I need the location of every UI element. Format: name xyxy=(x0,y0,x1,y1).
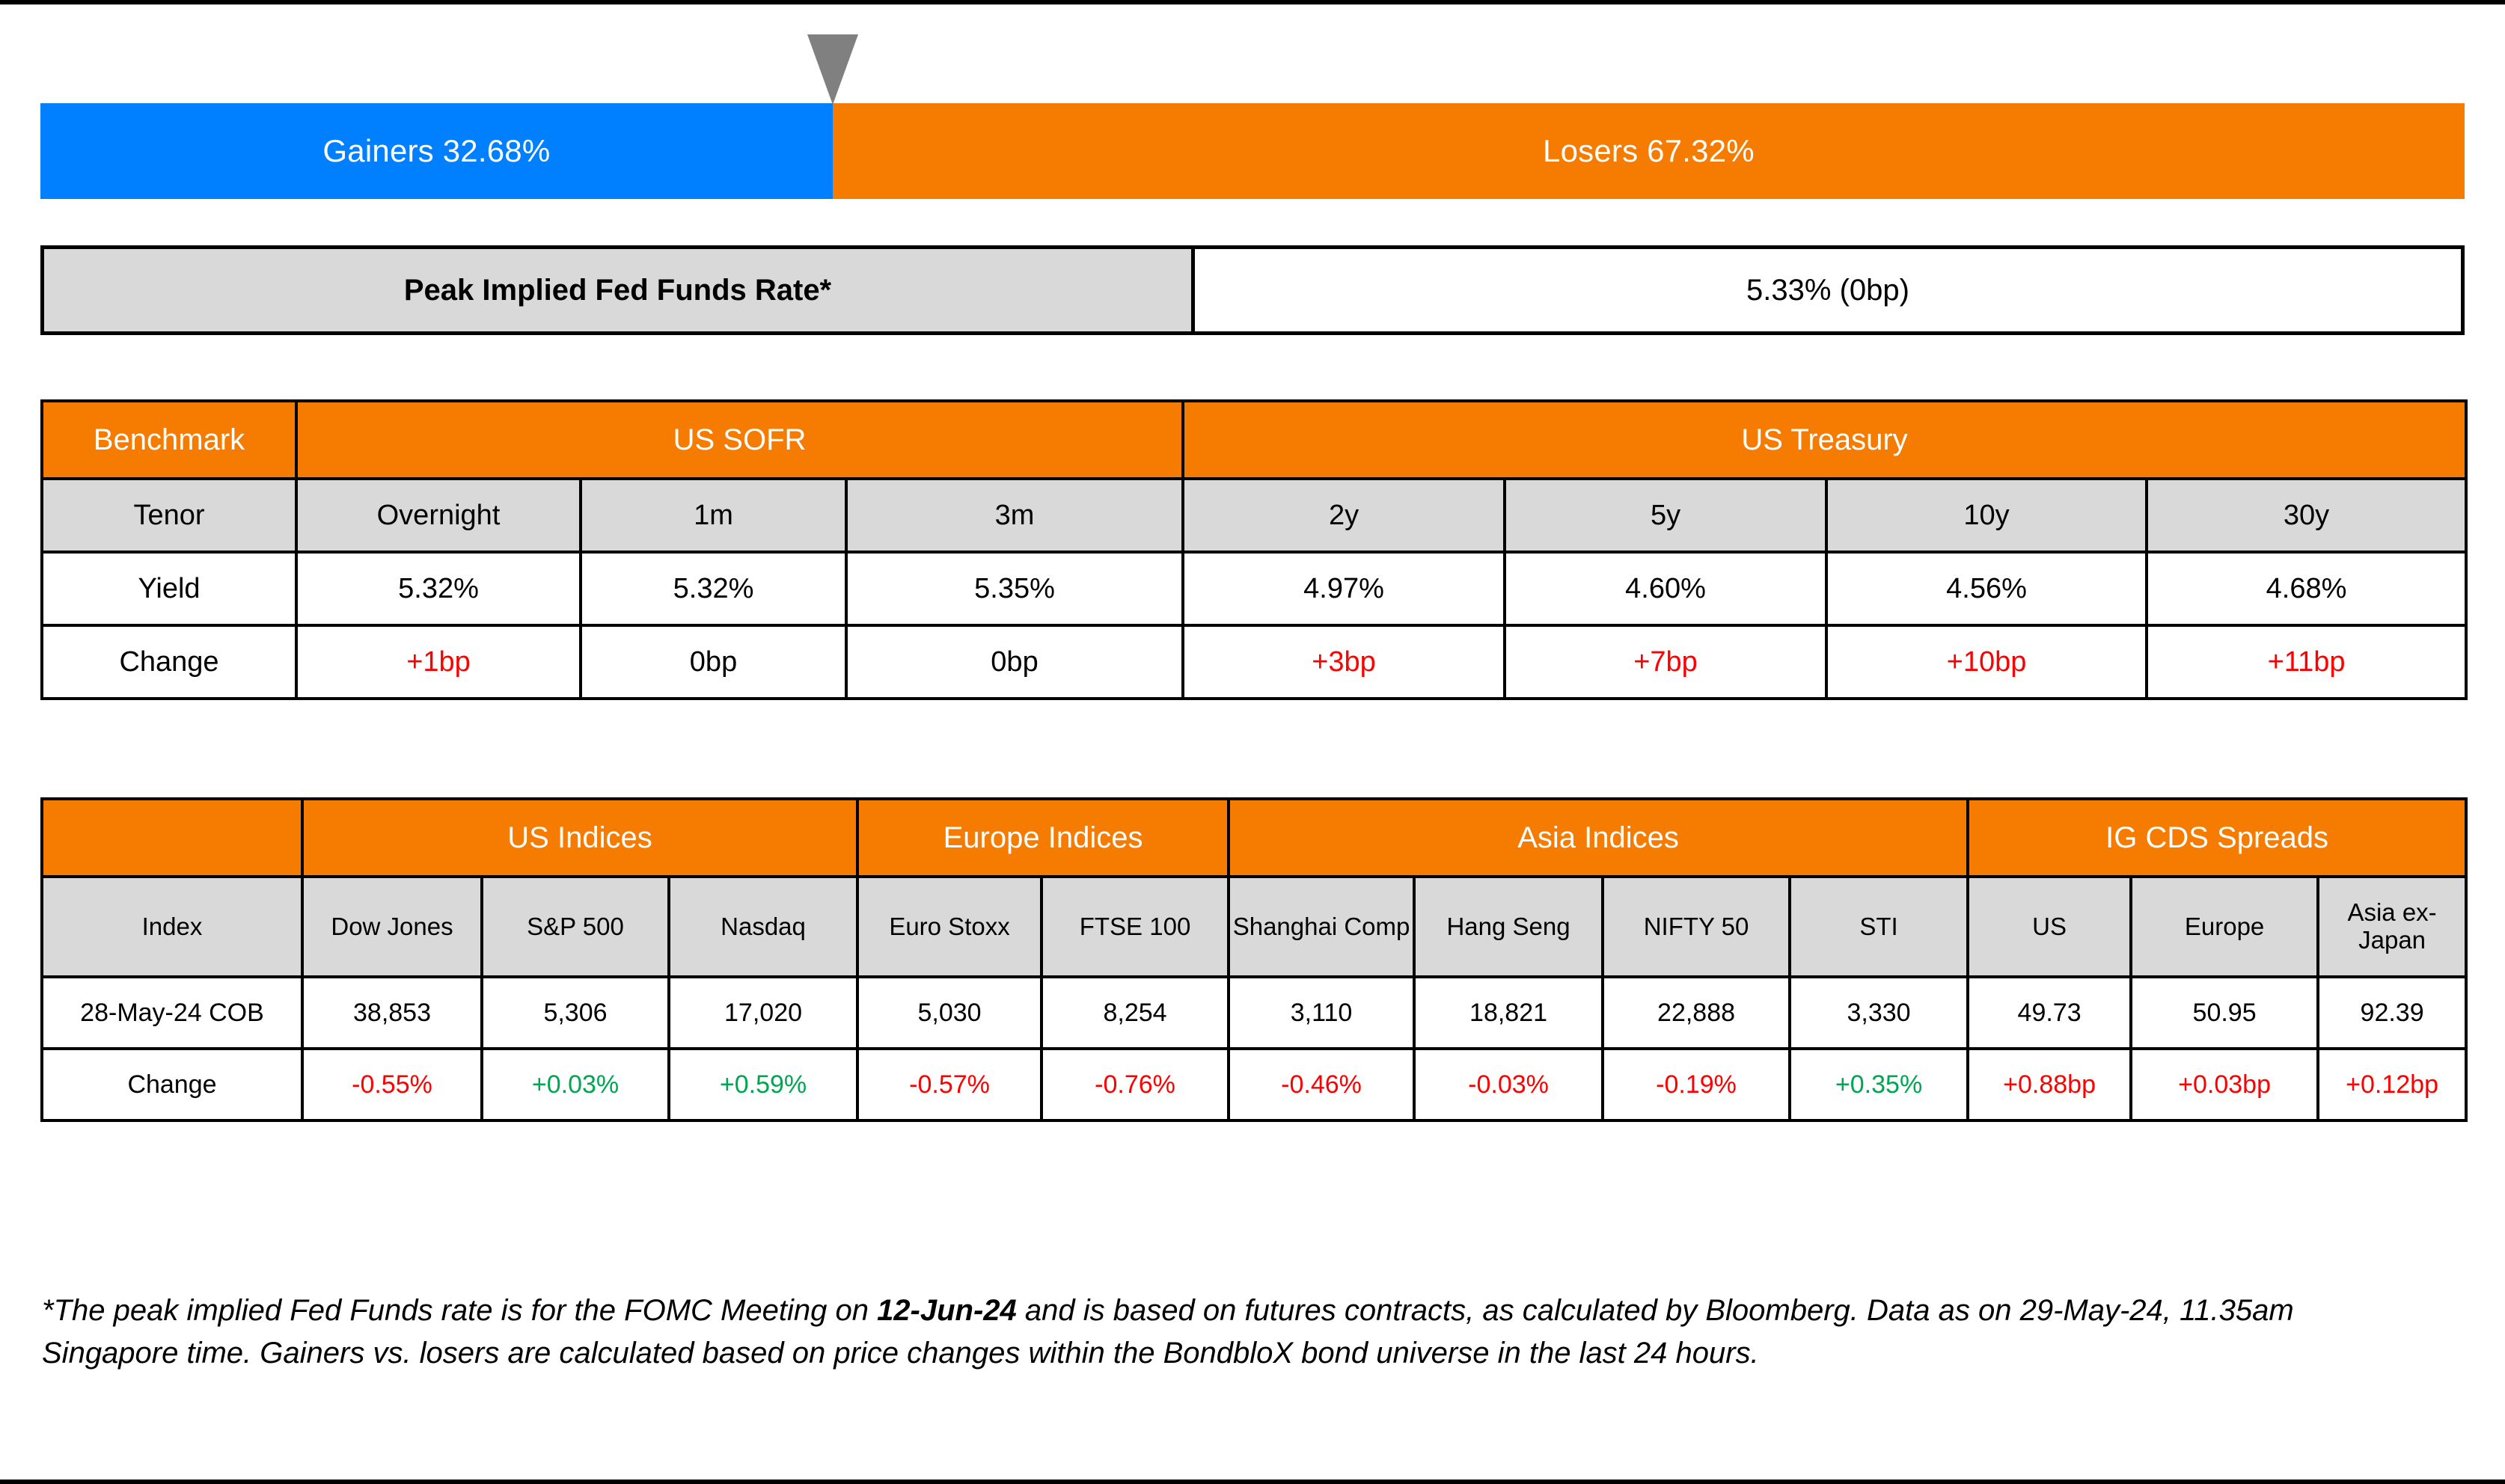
rates-change-value-0: +1bp xyxy=(295,624,582,700)
cob-value-7: 22,888 xyxy=(1601,975,1792,1050)
tenor-header-4: 5y xyxy=(1503,477,1829,554)
gainers-segment: Gainers 32.68% xyxy=(40,103,833,199)
tenor-header-2: 3m xyxy=(844,477,1185,554)
indices-change-value-5: -0.46% xyxy=(1227,1047,1416,1122)
rates-change-value-4: +7bp xyxy=(1503,624,1829,700)
index-header-7: NIFTY 50 xyxy=(1601,875,1792,978)
peak-rate-label: Peak Implied Fed Funds Rate* xyxy=(44,249,1195,331)
index-header-8: STI xyxy=(1788,875,1970,978)
benchmark-rates-table: Benchmark US SOFR US Treasury Tenor Overnigh… xyxy=(40,399,2468,700)
rates-change-value-6: +11bp xyxy=(2145,624,2468,700)
peak-implied-fed-funds-row: Peak Implied Fed Funds Rate* 5.33% (0bp) xyxy=(40,245,2465,335)
indices-change-value-10: +0.03bp xyxy=(2129,1047,2320,1122)
cob-value-11: 92.39 xyxy=(2316,975,2468,1050)
cob-row: 28-May-24 COB 38,853 5,306 17,020 5,030 8,254… xyxy=(40,975,2468,1050)
tenor-header-6: 30y xyxy=(2145,477,2468,554)
indices-change-value-6: -0.03% xyxy=(1413,1047,1605,1122)
indices-change-value-8: +0.35% xyxy=(1788,1047,1970,1122)
rates-change-row: Change +1bp 0bp 0bp +3bp +7bp +10bp +11bp xyxy=(40,624,2468,700)
cob-value-6: 18,821 xyxy=(1413,975,1605,1050)
rates-change-value-5: +10bp xyxy=(1825,624,2149,700)
cob-value-5: 3,110 xyxy=(1227,975,1416,1050)
rates-change-value-2: 0bp xyxy=(844,624,1185,700)
indices-change-value-0: -0.55% xyxy=(301,1047,483,1122)
yield-value-5: 4.56% xyxy=(1825,551,2149,627)
yield-value-0: 5.32% xyxy=(295,551,582,627)
footnote-part1: *The peak implied Fed Funds rate is for … xyxy=(42,1294,878,1327)
index-header-2: Nasdaq xyxy=(667,875,860,978)
rates-group-header-0: Benchmark xyxy=(40,399,298,480)
indices-change-value-2: +0.59% xyxy=(667,1047,860,1122)
indices-group-header-2: Europe Indices xyxy=(856,797,1231,878)
indices-change-value-4: -0.76% xyxy=(1040,1047,1231,1122)
indices-change-value-3: -0.57% xyxy=(856,1047,1044,1122)
yield-value-3: 4.97% xyxy=(1181,551,1507,627)
footnote-meeting-date: 12-Jun-24 xyxy=(877,1294,1017,1327)
cob-value-0: 38,853 xyxy=(301,975,483,1050)
cob-value-10: 50.95 xyxy=(2129,975,2320,1050)
tenor-row-label: Tenor xyxy=(40,477,298,554)
footnote-part2: and is based on futures contracts, as ca… xyxy=(42,1294,2294,1370)
peak-rate-value: 5.33% (0bp) xyxy=(1195,249,2461,331)
rates-change-value-1: 0bp xyxy=(579,624,848,700)
index-row-label: Index xyxy=(40,875,304,978)
yield-value-6: 4.68% xyxy=(2145,551,2468,627)
index-header-10: Europe xyxy=(2129,875,2320,978)
yield-value-1: 5.32% xyxy=(579,551,848,627)
tenor-header-3: 2y xyxy=(1181,477,1507,554)
tenor-header-5: 10y xyxy=(1825,477,2149,554)
cob-value-2: 17,020 xyxy=(667,975,860,1050)
tenor-header-1: 1m xyxy=(579,477,848,554)
indices-change-value-1: +0.03% xyxy=(480,1047,670,1122)
rates-group-header-2: US Treasury xyxy=(1181,399,2468,480)
cob-row-label: 28-May-24 COB xyxy=(40,975,304,1050)
yield-row-label: Yield xyxy=(40,551,298,627)
losers-label: Losers 67.32% xyxy=(1543,133,1755,168)
gainers-label: Gainers 32.68% xyxy=(322,133,551,168)
indices-change-value-11: +0.12bp xyxy=(2316,1047,2468,1122)
indices-group-header-row: US Indices Europe Indices Asia Indices IG C… xyxy=(40,797,2468,878)
indices-group-header-0 xyxy=(40,797,304,878)
rates-group-header-row: Benchmark US SOFR US Treasury xyxy=(40,399,2468,480)
yield-value-4: 4.60% xyxy=(1503,551,1829,627)
index-name-row: Index Dow Jones S&P 500 Nasdaq Euro Stoxx FTS… xyxy=(40,875,2468,978)
footnote: *The peak implied Fed Funds rate is for … xyxy=(42,1290,2421,1375)
index-header-6: Hang Seng xyxy=(1413,875,1605,978)
index-header-3: Euro Stoxx xyxy=(856,875,1044,978)
cob-value-4: 8,254 xyxy=(1040,975,1231,1050)
indices-group-header-3: Asia Indices xyxy=(1227,797,1970,878)
cob-value-3: 5,030 xyxy=(856,975,1044,1050)
index-header-1: S&P 500 xyxy=(480,875,670,978)
indices-group-header-1: US Indices xyxy=(300,797,860,878)
yield-value-2: 5.35% xyxy=(844,551,1185,627)
index-header-0: Dow Jones xyxy=(301,875,483,978)
index-header-9: US xyxy=(1966,875,2133,978)
rates-change-row-label: Change xyxy=(40,624,298,700)
index-header-4: FTSE 100 xyxy=(1040,875,1231,978)
rates-group-header-1: US SOFR xyxy=(294,399,1185,480)
indices-change-value-9: +0.88bp xyxy=(1966,1047,2133,1122)
indices-change-row: Change -0.55% +0.03% +0.59% -0.57% -0.76% -0.4… xyxy=(40,1047,2468,1122)
split-pointer-icon xyxy=(807,34,858,105)
indices-cds-table: US Indices Europe Indices Asia Indices IG C… xyxy=(40,797,2468,1122)
tenor-row: Tenor Overnight 1m 3m 2y 5y 10y 30y xyxy=(40,477,2468,554)
cob-value-1: 5,306 xyxy=(480,975,670,1050)
cob-value-8: 3,330 xyxy=(1788,975,1970,1050)
indices-change-value-7: -0.19% xyxy=(1601,1047,1792,1122)
index-header-11: Asia ex-Japan xyxy=(2316,875,2468,978)
rates-change-value-3: +3bp xyxy=(1181,624,1507,700)
yield-row: Yield 5.32% 5.32% 5.35% 4.97% 4.60% 4.56% 4.68% xyxy=(40,551,2468,627)
cob-value-9: 49.73 xyxy=(1966,975,2133,1050)
indices-group-header-4: IG CDS Spreads xyxy=(1966,797,2468,878)
gainers-losers-bar: Gainers 32.68% Losers 67.32% xyxy=(40,34,2465,199)
losers-segment: Losers 67.32% xyxy=(832,103,2465,199)
index-header-5: Shanghai Comp xyxy=(1227,875,1416,978)
tenor-header-0: Overnight xyxy=(295,477,582,554)
indices-change-row-label: Change xyxy=(40,1047,304,1122)
